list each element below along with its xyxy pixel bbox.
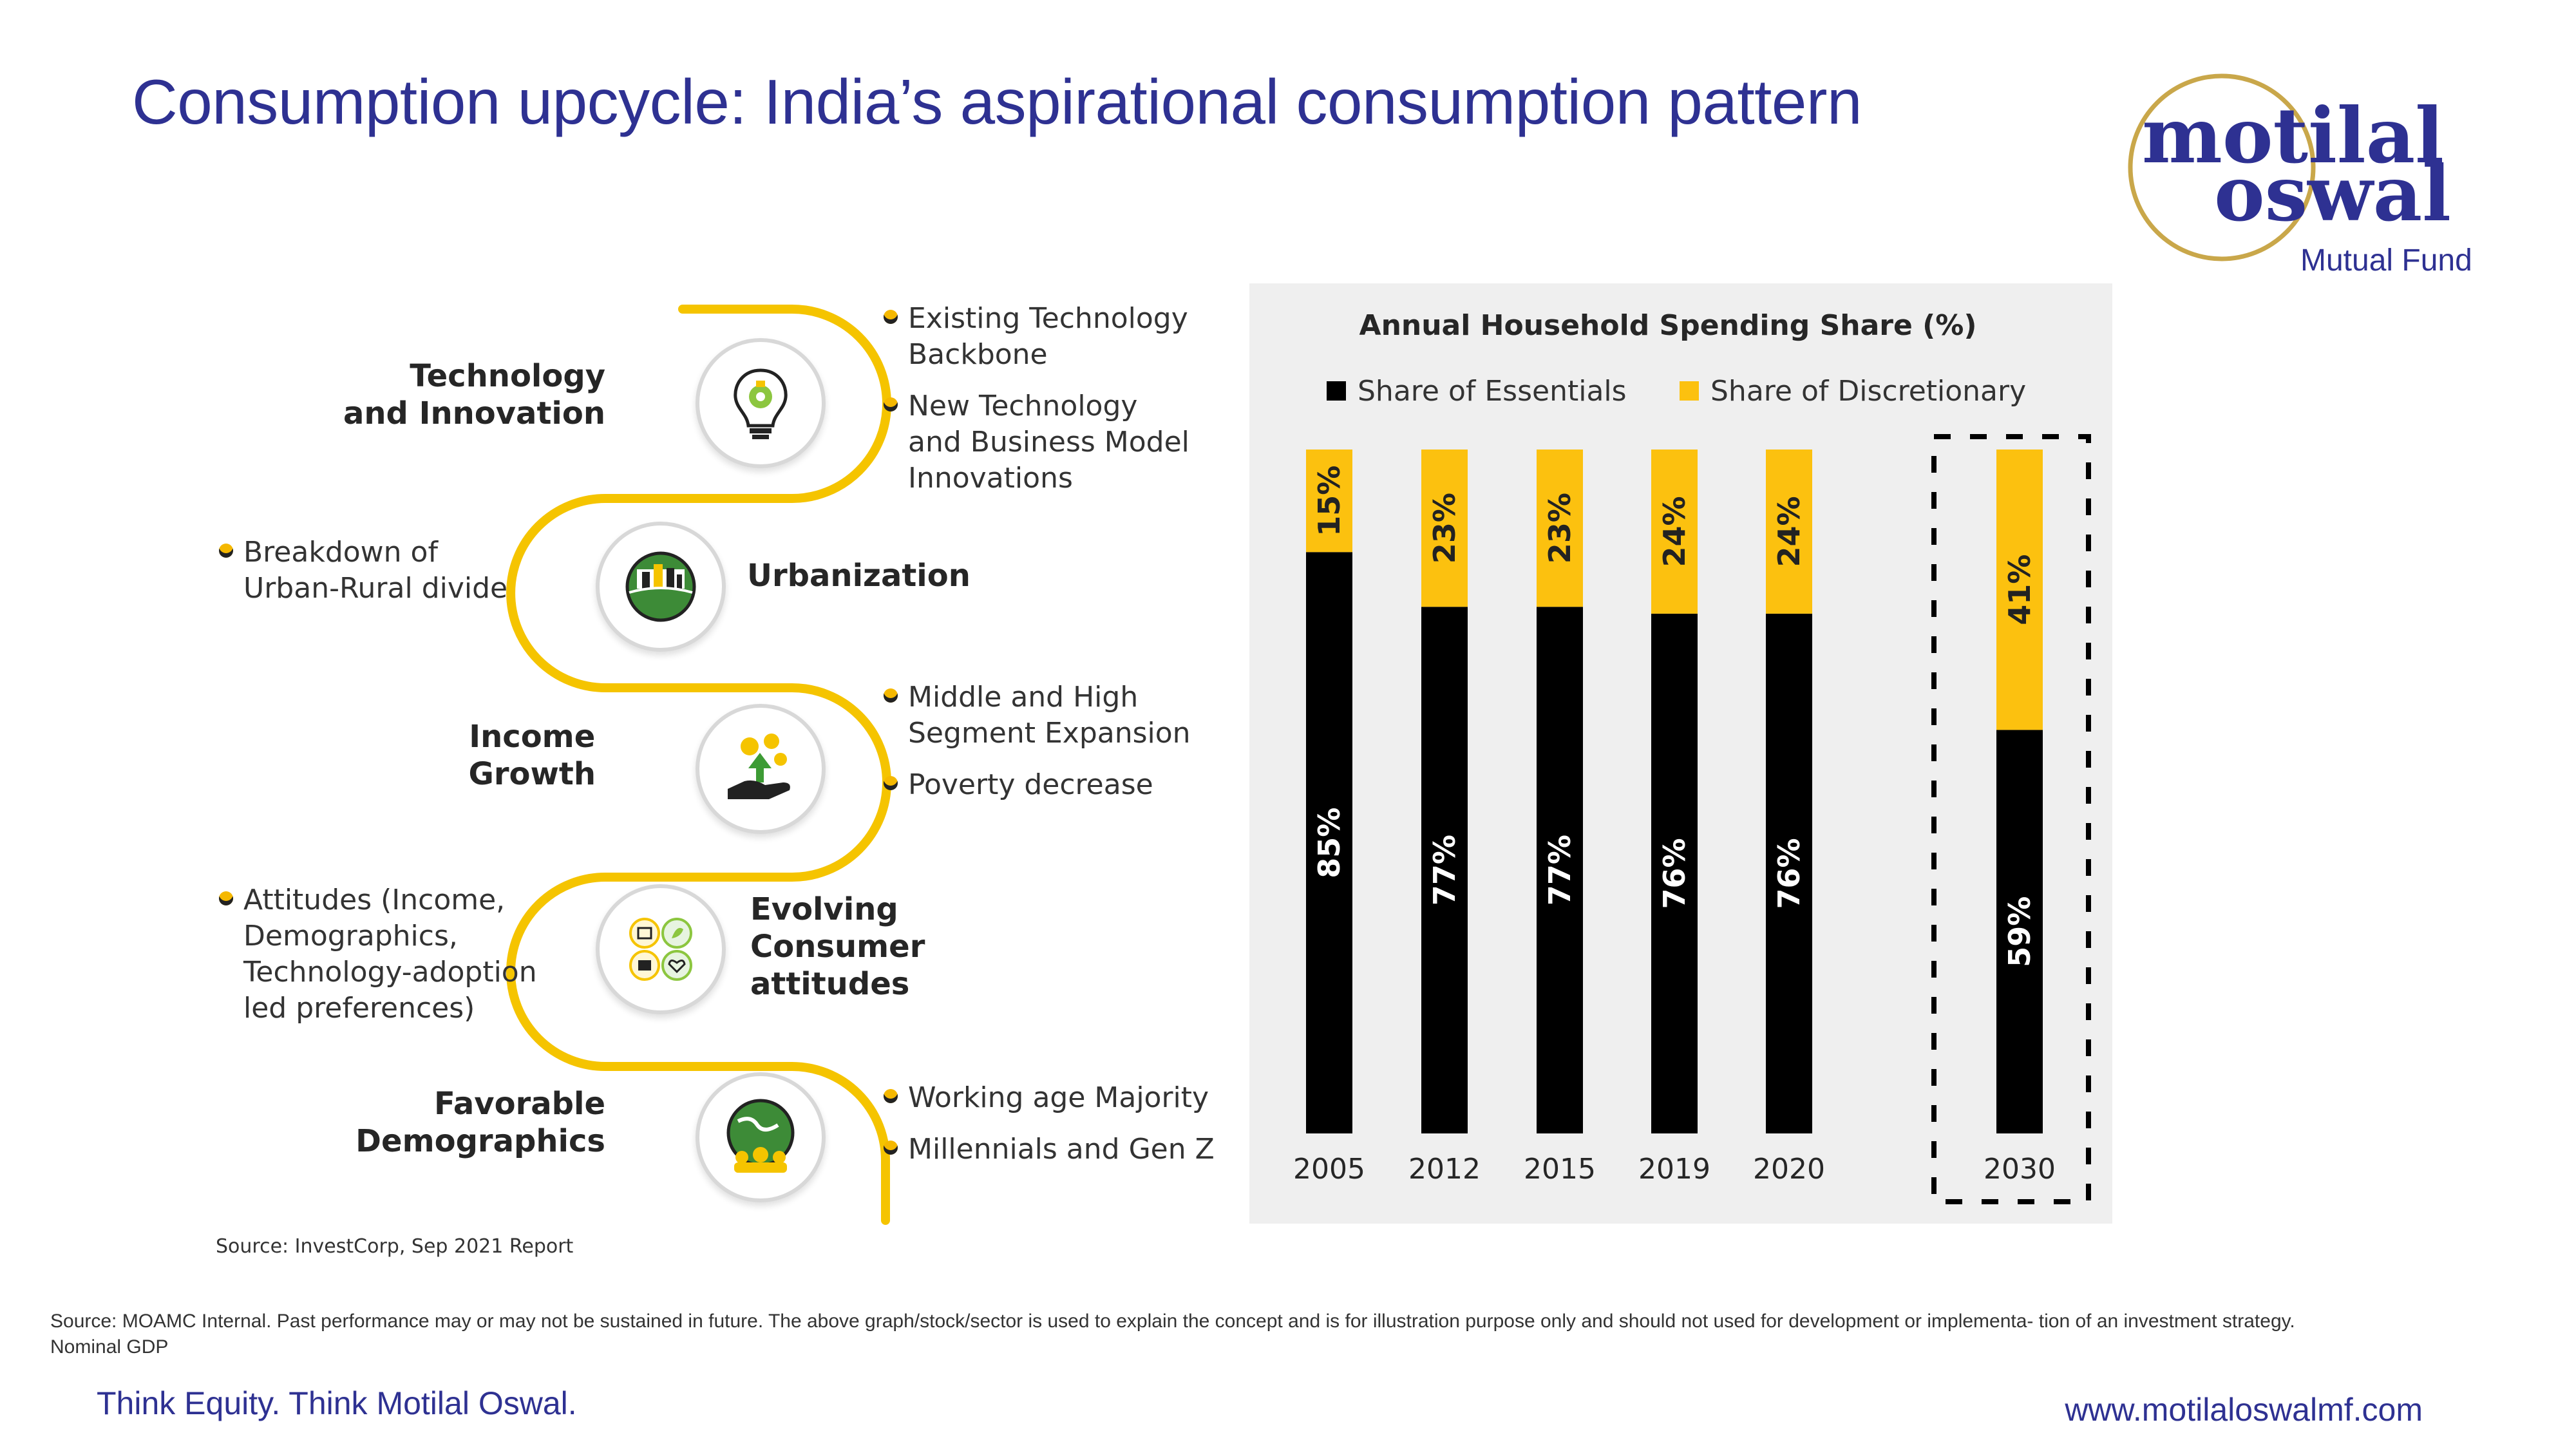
label-discretionary-2015: 23% xyxy=(1542,493,1577,564)
motilal-oswal-logo: motilal oswal Mutual Fund xyxy=(2128,73,2472,278)
people-globe-icon xyxy=(726,1099,795,1173)
x-tick-2012: 2012 xyxy=(1408,1153,1481,1186)
driver-demographics-title: Favorable Demographics xyxy=(355,1086,605,1159)
logo-ring xyxy=(2128,73,2316,261)
driver-attitudes-title: Evolving Consumer attitudes xyxy=(750,891,925,1002)
bullet: Working age Majority xyxy=(884,1080,1215,1116)
logo-line2: oswal xyxy=(2214,149,2451,238)
bullet: Poverty decrease xyxy=(884,767,1191,803)
bar-discretionary-2005 xyxy=(1306,450,1352,553)
label-discretionary-2020: 24% xyxy=(1772,496,1806,567)
label-discretionary-2030: 41% xyxy=(2002,554,2037,625)
bar-essentials-2030 xyxy=(1996,730,2043,1133)
bar-discretionary-2030 xyxy=(1996,450,2043,730)
driver-income-bullets: Middle and High Segment Expansion Poverty… xyxy=(884,679,1191,819)
bar-discretionary-2015 xyxy=(1537,450,1583,607)
driver-technology-title: Technology and Innovation xyxy=(343,358,605,431)
bulb-gear-icon xyxy=(734,368,788,439)
bar-essentials-2012 xyxy=(1421,607,1468,1133)
infographic-source: Source: InvestCorp, Sep 2021 Report xyxy=(216,1235,574,1258)
winding-path xyxy=(506,305,891,1225)
driver-income-title: Income Growth xyxy=(468,719,596,792)
label-essentials-2030: 59% xyxy=(2002,896,2037,967)
driver-income-node xyxy=(696,704,826,834)
city-globe-icon xyxy=(625,551,696,622)
legend-label-discretionary: Share of Discretionary xyxy=(1710,375,2026,408)
label-essentials-2012: 77% xyxy=(1427,835,1462,905)
label-essentials-2020: 76% xyxy=(1772,838,1806,909)
highlight-2030-box xyxy=(1931,434,2091,1204)
driver-demographics-node xyxy=(696,1072,826,1202)
legend-label-essentials: Share of Essentials xyxy=(1358,375,1627,408)
driver-attitudes-bullets: Attitudes (Income, Demographics, Technolog… xyxy=(219,882,537,1042)
legend-swatch-essentials xyxy=(1327,381,1346,401)
driver-attitudes-node xyxy=(596,884,726,1014)
legend-swatch-discretionary xyxy=(1680,381,1699,401)
label-discretionary-2012: 23% xyxy=(1427,493,1462,564)
page-title: Consumption upcycle: India’s aspirationa… xyxy=(132,66,1862,137)
bullet: Existing Technology Backbone xyxy=(884,301,1189,373)
label-essentials-2019: 76% xyxy=(1657,838,1692,909)
bars-group: 85% 15% 2005 77% 23% 2012 77% 23% 2015 76% 24% 2019… xyxy=(1293,450,2056,1186)
footer-website[interactable]: www.motilaloswalmf.com xyxy=(2065,1392,2423,1428)
bullet: Breakdown of Urban-Rural divide xyxy=(219,535,507,607)
bar-essentials-2020 xyxy=(1766,613,1812,1133)
label-essentials-2015: 77% xyxy=(1542,835,1577,905)
x-tick-2030: 2030 xyxy=(1984,1153,2056,1186)
spending-share-chart: Annual Household Spending Share (%) Shar… xyxy=(1293,309,2091,1204)
driver-technology-bullets: Existing Technology Backbone New Technolo… xyxy=(884,301,1189,512)
bullet: New Technology and Business Model Innovati… xyxy=(884,388,1189,497)
driver-urbanization-bullets: Breakdown of Urban-Rural divide xyxy=(219,535,507,622)
disclaimer: Source: MOAMC Internal. Past performance… xyxy=(50,1311,2295,1358)
bullet: Middle and High Segment Expansion xyxy=(884,679,1191,752)
x-tick-2020: 2020 xyxy=(1753,1153,1825,1186)
attitudes-grid-icon xyxy=(629,918,692,981)
bar-essentials-2019 xyxy=(1651,613,1698,1133)
label-discretionary-2005: 15% xyxy=(1312,466,1347,536)
hand-coins-icon xyxy=(728,734,790,799)
bar-discretionary-2020 xyxy=(1766,450,1812,614)
footer-tagline: Think Equity. Think Motilal Oswal. xyxy=(97,1385,577,1421)
x-tick-2019: 2019 xyxy=(1638,1153,1710,1186)
bar-discretionary-2012 xyxy=(1421,450,1468,607)
logo-line3: Mutual Fund xyxy=(2300,243,2472,278)
bullet: Attitudes (Income, Demographics, Technolog… xyxy=(219,882,537,1027)
label-essentials-2005: 85% xyxy=(1312,808,1347,878)
bullet: Millennials and Gen Z xyxy=(884,1132,1215,1168)
driver-demographics-bullets: Working age Majority Millennials and Gen… xyxy=(884,1080,1215,1183)
chart-title: Annual Household Spending Share (%) xyxy=(1359,309,1977,342)
bar-essentials-2015 xyxy=(1537,607,1583,1133)
driver-urbanization-title: Urbanization xyxy=(747,558,971,594)
logo-line1: motilal xyxy=(2142,91,2444,180)
growth-drivers-infographic: Technology and Innovation Existing Techno… xyxy=(193,293,1249,1233)
driver-technology-node xyxy=(696,338,826,468)
driver-urbanization-node xyxy=(596,522,726,652)
x-tick-2005: 2005 xyxy=(1293,1153,1365,1186)
x-tick-2015: 2015 xyxy=(1524,1153,1596,1186)
spending-share-chart-panel: Annual Household Spending Share (%) Shar… xyxy=(1249,283,2112,1224)
bar-discretionary-2019 xyxy=(1651,450,1698,614)
bar-essentials-2005 xyxy=(1306,552,1352,1133)
label-discretionary-2019: 24% xyxy=(1657,496,1692,567)
